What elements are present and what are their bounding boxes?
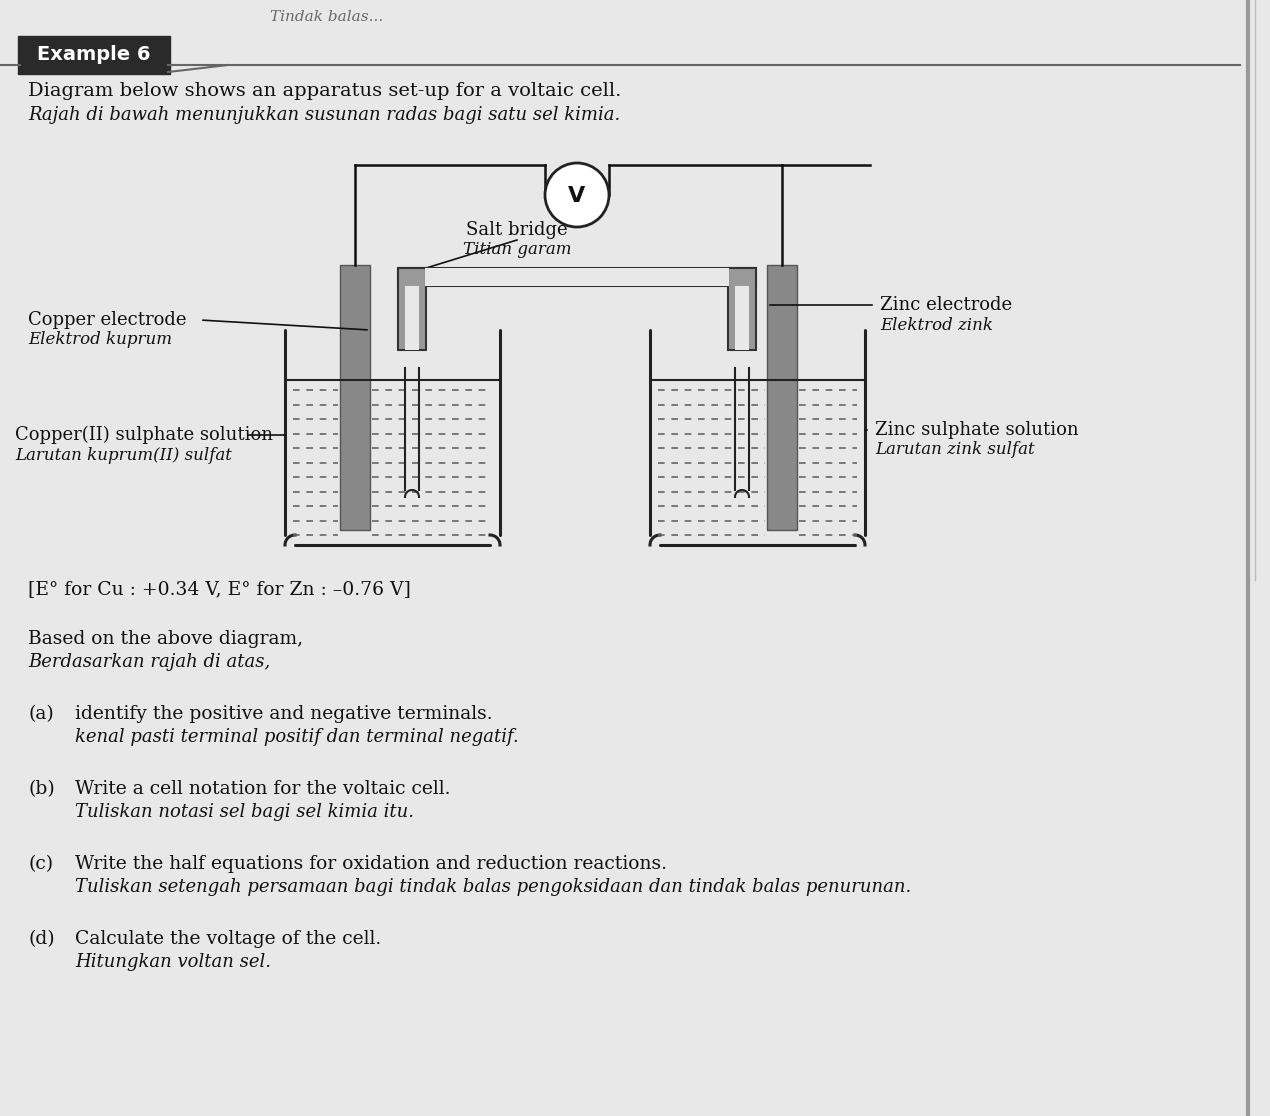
Bar <box>767 264 798 530</box>
Text: V: V <box>569 186 585 206</box>
Bar <box>425 268 729 286</box>
Bar <box>735 286 749 350</box>
Text: Hitungkan voltan sel.: Hitungkan voltan sel. <box>75 953 271 971</box>
Text: Salt bridge: Salt bridge <box>466 221 568 239</box>
Text: (b): (b) <box>28 780 55 798</box>
Text: Calculate the voltage of the cell.: Calculate the voltage of the cell. <box>75 930 381 947</box>
Text: (c): (c) <box>28 855 53 873</box>
Text: Write the half equations for oxidation and reduction reactions.: Write the half equations for oxidation a… <box>75 855 667 873</box>
Text: kenal pasti terminal positif dan terminal negatif.: kenal pasti terminal positif dan termina… <box>75 728 518 745</box>
Bar <box>405 286 419 350</box>
Bar <box>728 268 756 350</box>
Text: Elektrod kuprum: Elektrod kuprum <box>28 331 171 348</box>
Text: Larutan zink sulfat: Larutan zink sulfat <box>875 442 1035 459</box>
Text: Copper(II) sulphate solution: Copper(II) sulphate solution <box>15 426 273 444</box>
Text: Write a cell notation for the voltaic cell.: Write a cell notation for the voltaic ce… <box>75 780 451 798</box>
Text: Berdasarkan rajah di atas,: Berdasarkan rajah di atas, <box>28 653 271 671</box>
Text: Zinc electrode: Zinc electrode <box>880 296 1012 314</box>
Bar <box>398 268 425 350</box>
Text: Tuliskan notasi sel bagi sel kimia itu.: Tuliskan notasi sel bagi sel kimia itu. <box>75 804 414 821</box>
Circle shape <box>545 163 610 227</box>
Text: identify the positive and negative terminals.: identify the positive and negative termi… <box>75 705 493 723</box>
Text: Example 6: Example 6 <box>37 46 151 65</box>
Text: Zinc sulphate solution: Zinc sulphate solution <box>875 421 1078 439</box>
Text: Elektrod zink: Elektrod zink <box>880 317 993 334</box>
Text: (a): (a) <box>28 705 53 723</box>
Text: Based on the above diagram,: Based on the above diagram, <box>28 631 304 648</box>
Bar <box>398 268 756 286</box>
Text: Tuliskan setengah persamaan bagi tindak balas pengoksidaan dan tindak balas penu: Tuliskan setengah persamaan bagi tindak … <box>75 878 912 896</box>
Text: Copper electrode: Copper electrode <box>28 311 187 329</box>
Text: Titian garam: Titian garam <box>462 241 572 259</box>
Text: Larutan kuprum(II) sulfat: Larutan kuprum(II) sulfat <box>15 446 232 463</box>
Bar <box>340 264 370 530</box>
Text: [E° for Cu : +0.34 V, E° for Zn : –0.76 V]: [E° for Cu : +0.34 V, E° for Zn : –0.76 … <box>28 580 411 598</box>
Text: (d): (d) <box>28 930 55 947</box>
Text: Tindak balas...: Tindak balas... <box>271 10 384 25</box>
FancyBboxPatch shape <box>18 36 170 74</box>
Text: Rajah di bawah menunjukkan susunan radas bagi satu sel kimia.: Rajah di bawah menunjukkan susunan radas… <box>28 106 620 124</box>
Text: Diagram below shows an apparatus set-up for a voltaic cell.: Diagram below shows an apparatus set-up … <box>28 81 621 100</box>
